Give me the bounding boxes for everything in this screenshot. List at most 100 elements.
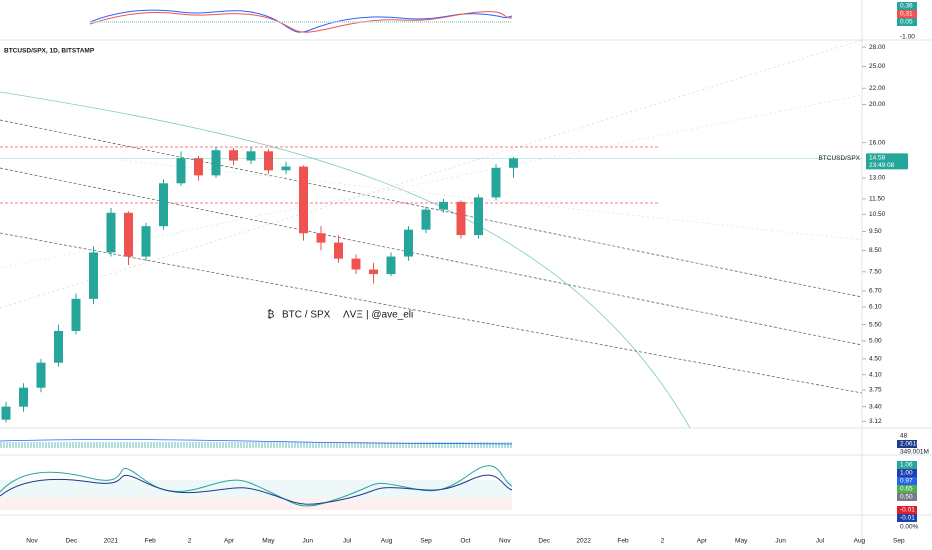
- candle-body: [1, 406, 11, 420]
- arc-drawing: [0, 91, 691, 429]
- y-tick-label: 13.00: [869, 175, 886, 182]
- candle-body: [89, 252, 98, 299]
- value-pill: [897, 485, 917, 493]
- y-tick-label: 3.40: [869, 403, 882, 410]
- x-tick-label: Jun: [775, 538, 786, 545]
- pane-value-label: -1.00: [900, 34, 915, 41]
- candle-body: [456, 201, 466, 236]
- candle-body: [211, 150, 221, 176]
- y-tick-label: 25.00: [869, 63, 886, 70]
- candle-body: [194, 158, 203, 176]
- oscillator-band: [0, 498, 512, 510]
- x-tick-label: Jul: [816, 538, 825, 545]
- x-tick-label: 2: [188, 538, 192, 545]
- value-pill: [897, 440, 917, 448]
- fan-line: [0, 39, 863, 309]
- x-tick-label: Jul: [343, 538, 352, 545]
- pane-value-label: 2.0618: [900, 441, 920, 448]
- y-tick-label: 3.75: [869, 387, 882, 394]
- candle-body: [334, 242, 343, 259]
- candle-body: [351, 258, 361, 270]
- y-tick-label: 3.12: [869, 418, 882, 425]
- y-tick-label: 4.10: [869, 371, 882, 378]
- pane-value-label: 0.97: [900, 478, 913, 485]
- x-tick-label: Jun: [303, 538, 314, 545]
- pane-value-label: 0.65: [900, 486, 913, 493]
- fan-line: [119, 159, 863, 241]
- value-pill: [897, 18, 917, 26]
- pane-value-label: 1.06: [900, 462, 913, 469]
- candle-body: [316, 233, 326, 243]
- x-tick-label: Feb: [617, 538, 629, 545]
- y-tick-label: 6.10: [869, 304, 882, 311]
- value-pill: [897, 461, 917, 469]
- x-tick-label: Apr: [224, 538, 235, 545]
- value-pill: [897, 10, 917, 18]
- pane-value-label: -0.01: [900, 507, 915, 514]
- trend-line: [0, 167, 863, 346]
- candle-body: [36, 362, 46, 388]
- pane-value-label: 0.50: [900, 494, 913, 501]
- candle-body: [491, 167, 501, 198]
- candle-body: [19, 387, 28, 407]
- y-tick-label: 16.00: [869, 139, 886, 146]
- pane-value-label: 48: [900, 433, 908, 440]
- candle-body: [71, 298, 81, 331]
- x-tick-label: Aug: [381, 538, 393, 545]
- x-tick-label: Sep: [420, 538, 432, 545]
- value-pill: [897, 477, 917, 485]
- y-tick-label: 7.50: [869, 268, 882, 275]
- pane-value-label: 0.36: [900, 3, 913, 10]
- candle-body: [281, 166, 291, 171]
- symbol-label: BTCUSD/SPX: [818, 155, 860, 162]
- pane-value-label: 0.31: [900, 11, 913, 18]
- countdown-label: 23:49:08: [869, 162, 895, 169]
- y-tick-label: 22.00: [869, 85, 886, 92]
- candle-body: [159, 183, 168, 227]
- pane-value-label: 0.00%: [900, 524, 919, 531]
- pane-value-label: 1.00: [900, 470, 913, 477]
- candle-body: [124, 212, 133, 257]
- chart-title: BTCUSD/SPX, 1D, BITSTAMP: [4, 48, 95, 55]
- candle-body: [229, 150, 238, 161]
- candle-body: [404, 229, 413, 257]
- y-tick-label: 11.50: [869, 196, 885, 203]
- x-tick-label: Nov: [26, 538, 38, 545]
- candle-body: [264, 151, 273, 171]
- candle-body: [106, 212, 116, 253]
- trend-line: [0, 119, 863, 298]
- x-tick-label: Dec: [66, 538, 78, 545]
- last-price-label: 14.58: [869, 155, 886, 162]
- value-pill: [897, 506, 917, 514]
- candle-body: [54, 330, 63, 363]
- value-pill: [897, 469, 917, 477]
- pane-value-label: -0.01: [900, 515, 915, 522]
- y-tick-label: 10.50: [869, 211, 886, 218]
- y-tick-label: 20.00: [869, 101, 886, 108]
- x-tick-label: Apr: [697, 538, 708, 545]
- y-tick-label: 28.00: [869, 44, 886, 51]
- last-price-pill: [866, 153, 908, 170]
- candle-body: [439, 201, 448, 210]
- x-tick-label: Nov: [499, 538, 511, 545]
- pane-value-label: 349.001M: [900, 449, 929, 456]
- candle-body: [386, 256, 396, 275]
- y-tick-label: 6.70: [869, 288, 882, 295]
- y-tick-label: 5.00: [869, 338, 882, 345]
- trend-line: [0, 232, 863, 394]
- candle-body: [474, 197, 483, 236]
- y-tick-label: 8.50: [869, 247, 882, 254]
- x-tick-label: 2021: [104, 538, 119, 545]
- x-tick-label: Oct: [460, 538, 470, 545]
- signal-line: [89, 11, 513, 33]
- x-tick-label: Sep: [893, 538, 905, 545]
- x-tick-label: May: [262, 538, 275, 545]
- volume-ma: [0, 439, 513, 445]
- y-tick-label: 5.50: [869, 321, 882, 328]
- annotation: ΛVΞ: [343, 310, 363, 321]
- candle-body: [421, 209, 431, 230]
- pane-value-label: 0.05: [900, 19, 913, 26]
- oscillator-band: [0, 480, 512, 498]
